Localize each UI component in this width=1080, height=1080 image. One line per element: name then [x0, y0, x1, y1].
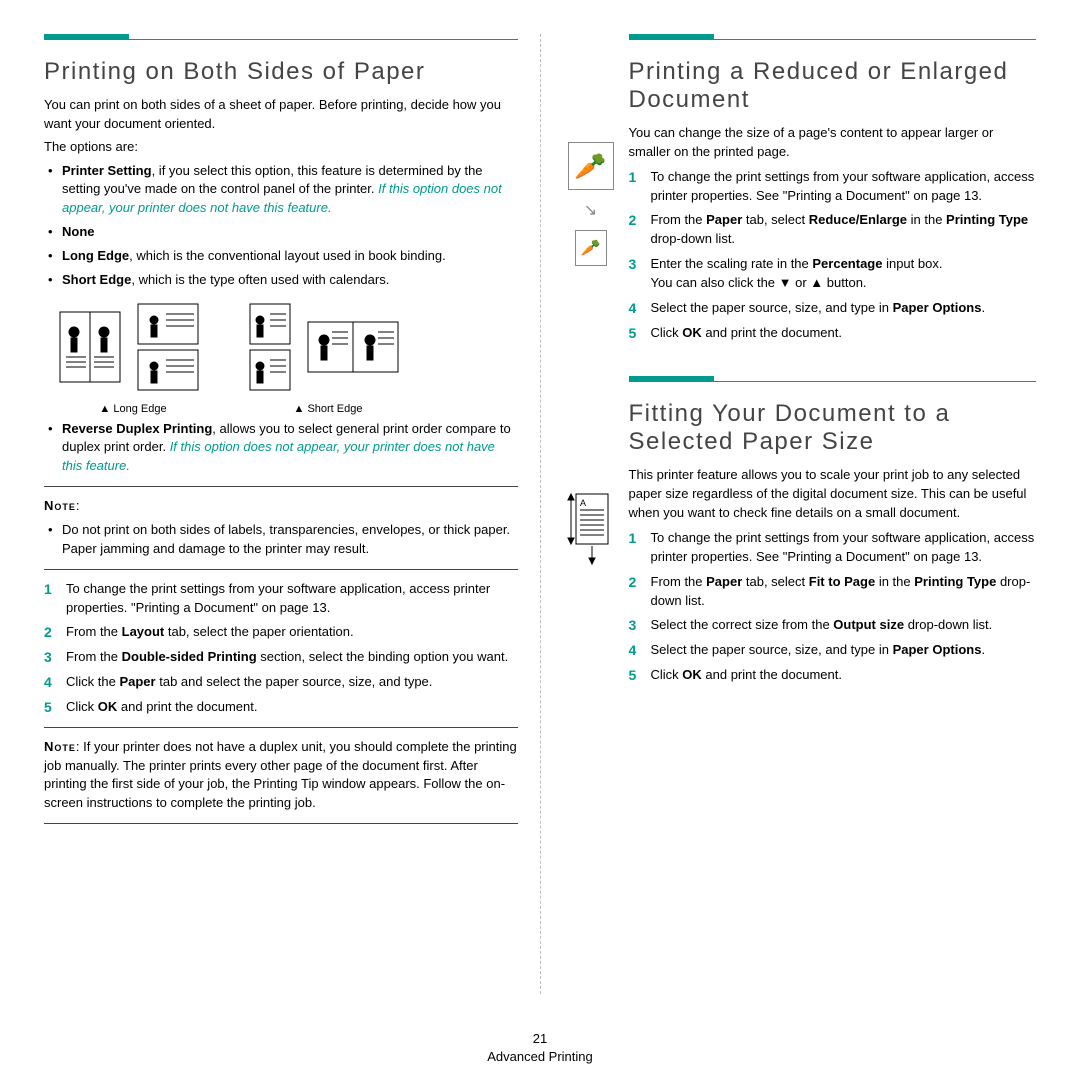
- list-item: Reverse Duplex Printing, allows you to s…: [62, 420, 518, 477]
- columns: Printing on Both Sides of Paper You can …: [44, 34, 1036, 994]
- icon-column: A: [563, 376, 619, 690]
- option-name: Short Edge: [62, 272, 131, 287]
- column-divider: [540, 34, 541, 994]
- steps-reduce: To change the print settings from your s…: [629, 168, 1037, 343]
- figure-short-edge: ▲ Short Edge: [248, 302, 408, 415]
- section-rule: [629, 39, 1037, 40]
- heading-reduce-enlarge: Printing a Reduced or Enlarged Document: [629, 58, 1037, 114]
- long-edge-icon: [58, 302, 208, 392]
- figure-row: ▲ Long Edge: [44, 302, 518, 415]
- note-list: Do not print on both sides of labels, tr…: [44, 521, 518, 559]
- section-content: Printing a Reduced or Enlarged Document …: [629, 34, 1037, 348]
- step: From the Paper tab, select Reduce/Enlarg…: [651, 211, 1037, 249]
- step: To change the print settings from your s…: [651, 529, 1037, 567]
- step: Click OK and print the document.: [651, 324, 1037, 343]
- fit-page-icon: A: [566, 486, 616, 566]
- options-label: The options are:: [44, 138, 518, 157]
- caption: ▲ Long Edge: [58, 403, 208, 415]
- section-name: Advanced Printing: [487, 1049, 593, 1064]
- option-name: None: [62, 224, 95, 239]
- intro-text: You can print on both sides of a sheet o…: [44, 96, 518, 134]
- note-label: Note: [44, 498, 76, 513]
- section-reduce-enlarge: 🥕 ↘ 🥕 Printing a Reduced or Enlarged Doc…: [563, 34, 1037, 348]
- steps-duplex: To change the print settings from your s…: [44, 580, 518, 717]
- step: Select the paper source, size, and type …: [651, 299, 1037, 318]
- option-name: Long Edge: [62, 248, 129, 263]
- option-name: Reverse Duplex Printing: [62, 421, 212, 436]
- list-item: Short Edge, which is the type often used…: [62, 271, 518, 290]
- section-content: Fitting Your Document to a Selected Pape…: [629, 376, 1037, 690]
- step: Select the correct size from the Output …: [651, 616, 1037, 635]
- step: Click OK and print the document.: [66, 698, 518, 717]
- section-fit-page: A Fitt: [563, 376, 1037, 690]
- option-desc: , which is the conventional layout used …: [129, 248, 446, 263]
- page-number: 21: [0, 1031, 1080, 1046]
- note-block-2: Note: If your printer does not have a du…: [44, 738, 518, 813]
- divider: [44, 727, 518, 728]
- list-item: None: [62, 223, 518, 242]
- step: From the Double-sided Printing section, …: [66, 648, 518, 667]
- page: Printing on Both Sides of Paper You can …: [0, 0, 1080, 1080]
- page-footer: 21 Advanced Printing: [0, 1031, 1080, 1064]
- divider: [44, 569, 518, 570]
- carrot-large-icon: 🥕: [568, 142, 614, 190]
- carrot-small-icon: 🥕: [575, 230, 607, 266]
- divider: [44, 823, 518, 824]
- list-item: Do not print on both sides of labels, tr…: [62, 521, 518, 559]
- options-list: Printer Setting, if you select this opti…: [44, 162, 518, 290]
- step: Click OK and print the document.: [651, 666, 1037, 685]
- heading-fit-page: Fitting Your Document to a Selected Pape…: [629, 400, 1037, 456]
- step: Select the paper source, size, and type …: [651, 641, 1037, 660]
- arrow-icon: ↘: [584, 200, 597, 220]
- step: From the Paper tab, select Fit to Page i…: [651, 573, 1037, 611]
- figure-long-edge: ▲ Long Edge: [58, 302, 208, 415]
- icon-column: 🥕 ↘ 🥕: [563, 34, 619, 348]
- intro-text: This printer feature allows you to scale…: [629, 466, 1037, 523]
- step: To change the print settings from your s…: [651, 168, 1037, 206]
- list-item: Long Edge, which is the conventional lay…: [62, 247, 518, 266]
- options-list-2: Reverse Duplex Printing, allows you to s…: [44, 420, 518, 477]
- option-desc: , which is the type often used with cale…: [131, 272, 389, 287]
- option-name: Printer Setting: [62, 163, 152, 178]
- note-label: Note: [44, 739, 76, 754]
- heading-duplex: Printing on Both Sides of Paper: [44, 58, 518, 86]
- step: Click the Paper tab and select the paper…: [66, 673, 518, 692]
- step: From the Layout tab, select the paper or…: [66, 623, 518, 642]
- short-edge-icon: [248, 302, 408, 392]
- step: To change the print settings from your s…: [66, 580, 518, 618]
- divider: [44, 486, 518, 487]
- step-sub: You can also click the ▼ or ▲ button.: [651, 275, 867, 290]
- right-column: 🥕 ↘ 🥕 Printing a Reduced or Enlarged Doc…: [563, 34, 1037, 994]
- section-rule: [44, 39, 518, 40]
- intro-text: You can change the size of a page's cont…: [629, 124, 1037, 162]
- step: Enter the scaling rate in the Percentage…: [651, 255, 1037, 293]
- steps-fit: To change the print settings from your s…: [629, 529, 1037, 685]
- section-rule: [629, 381, 1037, 382]
- svg-text:A: A: [580, 498, 586, 508]
- list-item: Printer Setting, if you select this opti…: [62, 162, 518, 219]
- caption: ▲ Short Edge: [248, 403, 408, 415]
- left-column: Printing on Both Sides of Paper You can …: [44, 34, 518, 994]
- note-block: Note:: [44, 497, 518, 516]
